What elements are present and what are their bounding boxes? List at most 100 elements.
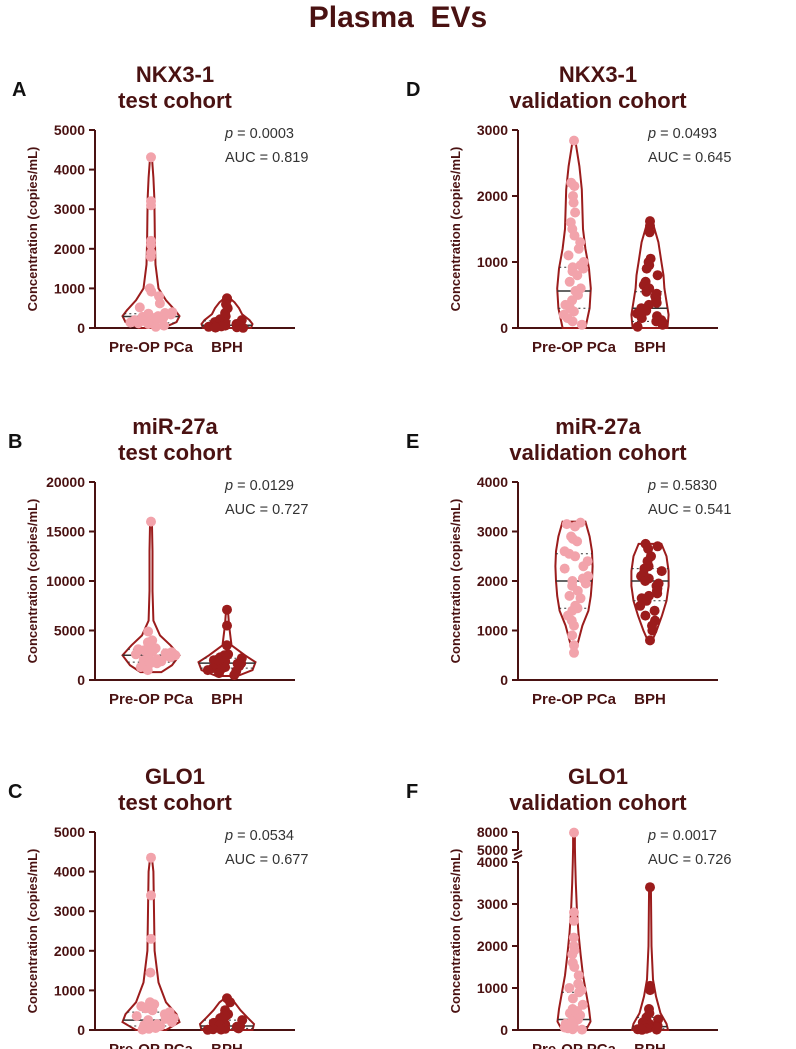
data-point xyxy=(569,135,579,146)
y-tick-label: 4000 xyxy=(54,864,85,880)
data-point xyxy=(143,319,154,329)
panel-letter: C xyxy=(8,781,22,803)
data-point xyxy=(229,670,240,681)
data-point xyxy=(225,997,236,1008)
data-point xyxy=(570,551,581,562)
data-point xyxy=(146,890,156,901)
data-point xyxy=(131,1011,142,1022)
auc-text: AUC = 0.541 xyxy=(648,502,731,518)
x-category-label: Pre-OP PCa xyxy=(532,691,617,708)
p-value-text: p = 0.0017 xyxy=(647,828,717,844)
panel-title-line1: GLO1 xyxy=(145,764,205,789)
auc-text: AUC = 0.727 xyxy=(225,502,308,518)
data-point xyxy=(152,658,162,669)
y-tick-label: 2000 xyxy=(54,943,85,959)
panel-title-line2: validation cohort xyxy=(509,88,687,113)
p-value: = 0.0017 xyxy=(656,828,717,844)
data-point xyxy=(577,1024,587,1035)
p-label: p xyxy=(224,478,233,494)
y-tick-label: 0 xyxy=(500,1022,508,1038)
y-axis-label: Concentration (copies/mL) xyxy=(448,849,463,1014)
data-point xyxy=(576,319,587,330)
data-point xyxy=(569,230,580,241)
data-point xyxy=(641,286,652,297)
data-point xyxy=(569,827,579,838)
y-tick-label: 1000 xyxy=(54,982,85,998)
data-point xyxy=(570,207,581,218)
p-value: = 0.0003 xyxy=(233,126,294,142)
panel-title-line1: miR-27a xyxy=(132,414,218,439)
x-category-label: BPH xyxy=(634,339,666,356)
data-point xyxy=(130,649,141,660)
panel-title-line2: validation cohort xyxy=(509,440,687,465)
data-point xyxy=(643,543,654,554)
panel-letter: A xyxy=(12,79,26,101)
auc-text: AUC = 0.726 xyxy=(648,852,731,868)
data-point xyxy=(632,321,643,332)
data-point xyxy=(652,588,663,599)
p-value: = 0.5830 xyxy=(656,478,717,494)
y-tick-label: 3000 xyxy=(54,201,85,217)
data-point xyxy=(564,590,575,601)
y-tick-label: 5000 xyxy=(477,842,508,858)
data-point xyxy=(641,305,652,316)
y-tick-label: 1000 xyxy=(477,254,508,270)
data-point xyxy=(649,605,660,616)
panel-letter: E xyxy=(406,431,419,453)
data-point xyxy=(636,313,647,324)
data-point xyxy=(567,993,578,1004)
data-point xyxy=(202,665,213,676)
y-tick-label: 10000 xyxy=(46,573,85,589)
panel-title-line2: test cohort xyxy=(118,440,232,465)
y-axis-label: Concentration (copies/mL) xyxy=(25,499,40,664)
p-value: = 0.0493 xyxy=(656,126,717,142)
x-category-label: Pre-OP PCa xyxy=(109,691,194,708)
data-point xyxy=(165,309,176,320)
data-point xyxy=(142,665,153,676)
data-point xyxy=(125,317,136,328)
data-point xyxy=(569,915,579,926)
p-value: = 0.0534 xyxy=(233,828,294,844)
data-point xyxy=(222,604,232,615)
data-point xyxy=(578,263,589,274)
data-point xyxy=(145,251,156,262)
y-tick-label: 2000 xyxy=(477,188,508,204)
panel-title-line2: validation cohort xyxy=(509,790,687,815)
y-tick-label: 20000 xyxy=(46,474,85,490)
data-point xyxy=(202,1024,213,1035)
panel-letter: D xyxy=(406,79,420,101)
data-point xyxy=(147,1005,158,1016)
p-value-text: p = 0.0003 xyxy=(224,126,294,142)
data-point xyxy=(645,985,656,996)
p-value-text: p = 0.5830 xyxy=(647,478,717,494)
data-point xyxy=(150,321,161,332)
y-tick-label: 2000 xyxy=(54,241,85,257)
y-tick-label: 0 xyxy=(77,672,85,688)
x-category-label: BPH xyxy=(211,1041,243,1049)
data-point xyxy=(572,270,583,281)
data-point xyxy=(572,536,583,547)
y-tick-label: 0 xyxy=(500,320,508,336)
y-tick-label: 3000 xyxy=(477,524,508,540)
data-point xyxy=(656,566,667,577)
data-point xyxy=(146,152,156,163)
data-point xyxy=(222,620,232,631)
y-tick-label: 0 xyxy=(500,672,508,688)
auc-text: AUC = 0.677 xyxy=(225,852,308,868)
y-tick-label: 1000 xyxy=(477,623,508,639)
data-point xyxy=(564,983,575,993)
auc-text: AUC = 0.819 xyxy=(225,150,308,166)
data-point xyxy=(569,962,580,972)
data-point xyxy=(561,519,572,530)
x-category-label: Pre-OP PCa xyxy=(532,339,617,356)
panel-title-line1: miR-27a xyxy=(555,414,641,439)
y-tick-label: 15000 xyxy=(46,524,85,540)
data-point xyxy=(221,640,232,651)
y-tick-label: 5000 xyxy=(54,824,85,840)
y-axis-label: Concentration (copies/mL) xyxy=(25,147,40,312)
y-tick-label: 5000 xyxy=(54,122,85,138)
data-point xyxy=(154,298,165,309)
